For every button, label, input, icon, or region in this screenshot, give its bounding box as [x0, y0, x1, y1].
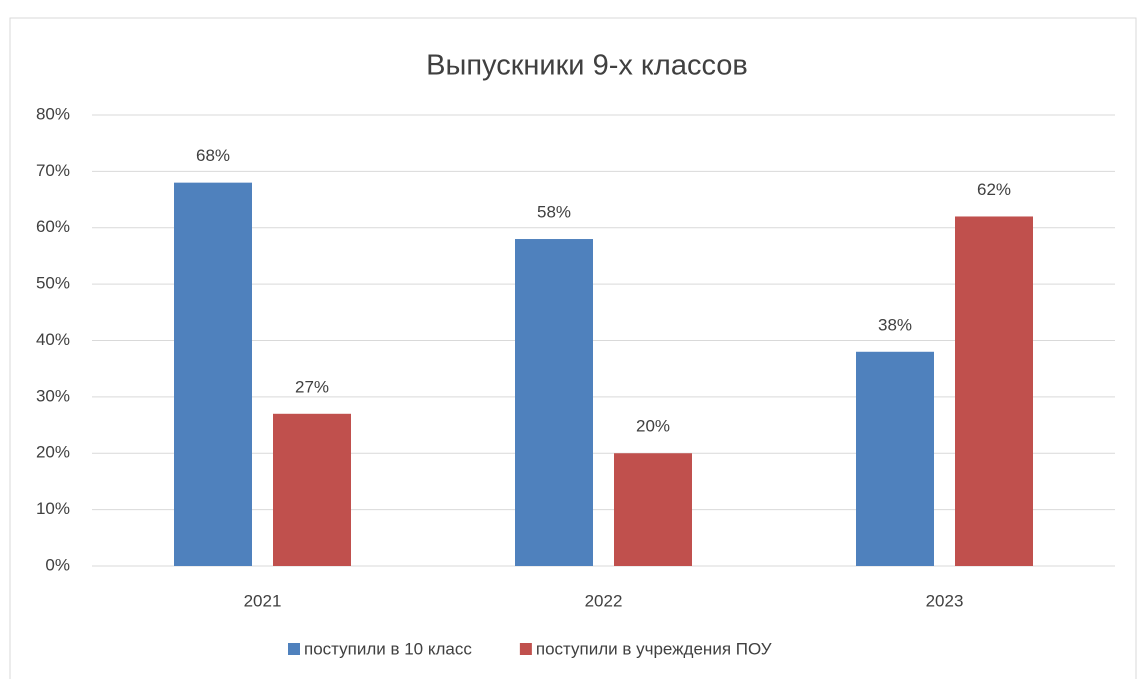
data-label: 68% [196, 146, 230, 165]
legend-label: поступили в 10 класс [304, 639, 472, 658]
data-label: 62% [977, 180, 1011, 199]
data-label: 38% [878, 315, 912, 334]
legend-swatch [288, 643, 300, 655]
y-tick-label: 0% [45, 555, 70, 574]
legend-label: поступили в учреждения ПОУ [536, 639, 772, 658]
y-tick-label: 70% [36, 161, 70, 180]
y-tick-label: 50% [36, 274, 70, 293]
x-tick-label: 2023 [926, 591, 964, 610]
chart-title: Выпускники 9-х классов [426, 50, 748, 82]
legend-swatch [519, 643, 532, 655]
bar [515, 239, 593, 566]
bar [174, 182, 252, 566]
y-tick-label: 20% [36, 443, 70, 462]
y-tick-label: 80% [36, 104, 70, 123]
x-tick-label: 2022 [585, 591, 623, 610]
y-tick-label: 30% [36, 386, 70, 405]
data-label: 27% [295, 377, 329, 396]
x-tick-label: 2021 [244, 591, 282, 610]
bar [856, 351, 934, 566]
bar [614, 453, 692, 566]
data-label: 20% [636, 417, 670, 436]
y-tick-label: 60% [36, 217, 70, 236]
data-label: 58% [537, 203, 571, 222]
bar [273, 413, 351, 566]
y-tick-label: 40% [36, 330, 70, 349]
bar [955, 216, 1033, 566]
y-tick-label: 10% [36, 499, 70, 518]
